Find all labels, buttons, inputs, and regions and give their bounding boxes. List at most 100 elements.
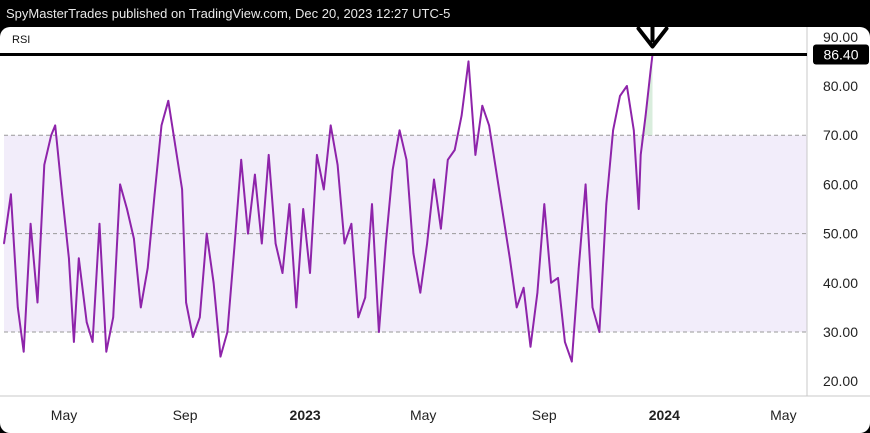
rsi-point <box>350 223 353 225</box>
rsi-point <box>336 164 339 166</box>
rsi-point <box>639 154 642 156</box>
rsi-point <box>85 321 88 324</box>
rsi-point <box>474 154 477 156</box>
rsi-point <box>522 287 525 289</box>
x-tick-label: May <box>51 407 77 423</box>
x-tick-label: 2024 <box>649 407 680 423</box>
rsi-point <box>371 203 373 205</box>
rsi-point <box>240 159 242 161</box>
x-tick-label: 2023 <box>290 407 321 423</box>
rsi-point <box>54 124 56 127</box>
publisher-header: SpyMasterTrades published on TradingView… <box>0 0 870 27</box>
current-value-marker <box>813 44 869 65</box>
rsi-point <box>78 257 80 259</box>
y-tick-label: 70.00 <box>823 127 858 143</box>
rsi-point <box>68 257 70 259</box>
rsi-point <box>140 306 142 309</box>
rsi-point <box>612 129 614 132</box>
rsi-point <box>633 129 635 132</box>
rsi-point <box>199 316 201 319</box>
rsi-point <box>385 242 387 245</box>
rsi-point <box>316 154 318 156</box>
rsi-point <box>536 291 539 294</box>
rsi-point <box>91 341 94 343</box>
rsi-point <box>98 223 101 225</box>
y-tick-label: 30.00 <box>823 324 858 340</box>
rsi-point <box>488 124 490 127</box>
current-value-label: 86.40 <box>823 47 858 63</box>
reference-layer <box>0 27 807 57</box>
x-tick-label: Sep <box>173 407 198 423</box>
rsi-point <box>364 296 367 299</box>
rsi-point <box>281 272 284 274</box>
x-tick-label: May <box>770 407 796 423</box>
rsi-point <box>153 193 156 196</box>
rsi-point <box>543 203 546 205</box>
rsi-point <box>192 336 194 338</box>
rsi-point <box>247 232 249 235</box>
rsi-point <box>598 331 601 333</box>
rsi-point <box>261 242 263 245</box>
rsi-point <box>133 237 135 240</box>
rsi-point <box>433 178 435 181</box>
down-arrow-head-icon <box>636 27 669 49</box>
y-tick-label: 80.00 <box>823 78 858 94</box>
rsi-point <box>564 341 566 343</box>
rsi-point <box>205 232 208 235</box>
rsi-point <box>160 124 163 127</box>
rsi-point <box>10 193 12 196</box>
rsi-chart[interactable]: 20.00 30.00 40.00 50.00 60.00 70.00 80.00 90.00… <box>0 27 870 433</box>
y-tick-label: 60.00 <box>823 176 858 192</box>
rsi-point <box>254 173 256 176</box>
x-tick-label: Sep <box>532 407 557 423</box>
y-axis: 20.00 30.00 40.00 50.00 60.00 70.00 80.00 90.00… <box>813 29 869 389</box>
rsi-point <box>626 85 628 87</box>
rsi-point <box>378 331 380 333</box>
rsi-point <box>357 316 360 319</box>
rsi-point <box>605 203 608 205</box>
rsi-point <box>591 306 594 309</box>
rsi-point <box>495 168 497 171</box>
rsi-point <box>50 134 52 136</box>
rsi-point <box>440 227 442 230</box>
y-tick-label: 40.00 <box>823 275 858 291</box>
rsi-point <box>126 208 128 210</box>
rsi-point <box>73 341 75 343</box>
rsi-point <box>323 188 325 191</box>
rsi-point <box>343 242 346 245</box>
rsi-point <box>43 164 46 166</box>
y-tick-label: 90.00 <box>823 29 858 45</box>
rsi-point <box>17 306 19 309</box>
rsi-point <box>460 114 463 117</box>
rsi-point <box>22 350 25 353</box>
rsi-point <box>644 114 647 117</box>
rsi-point <box>167 100 170 102</box>
rsi-point <box>174 144 176 146</box>
rsi-point <box>584 183 587 186</box>
rsi-point <box>509 257 511 259</box>
rsi-point <box>219 355 222 358</box>
rsi-point <box>309 272 311 274</box>
rsi-point <box>105 350 108 353</box>
y-tick-label: 50.00 <box>823 226 858 242</box>
rsi-point <box>398 129 401 132</box>
rsi-point <box>453 149 456 151</box>
rsi-point <box>212 282 215 284</box>
indicator-label: RSI <box>12 34 30 46</box>
rsi-point <box>288 203 291 205</box>
rsi-point <box>571 360 573 363</box>
rsi-point <box>481 104 484 107</box>
rsi-point <box>36 301 39 304</box>
rsi-point <box>649 70 652 73</box>
grid-layer <box>0 27 870 397</box>
rsi-point <box>295 306 298 309</box>
rsi-point <box>233 247 236 250</box>
recent-overbought-fill <box>640 54 653 155</box>
rsi-point <box>577 267 580 269</box>
x-axis: May Sep 2023 May Sep 2024 May <box>51 407 797 423</box>
rsi-point <box>515 306 518 309</box>
rsi-point <box>412 252 415 255</box>
rsi-point <box>426 242 428 245</box>
rsi-point <box>302 208 305 210</box>
